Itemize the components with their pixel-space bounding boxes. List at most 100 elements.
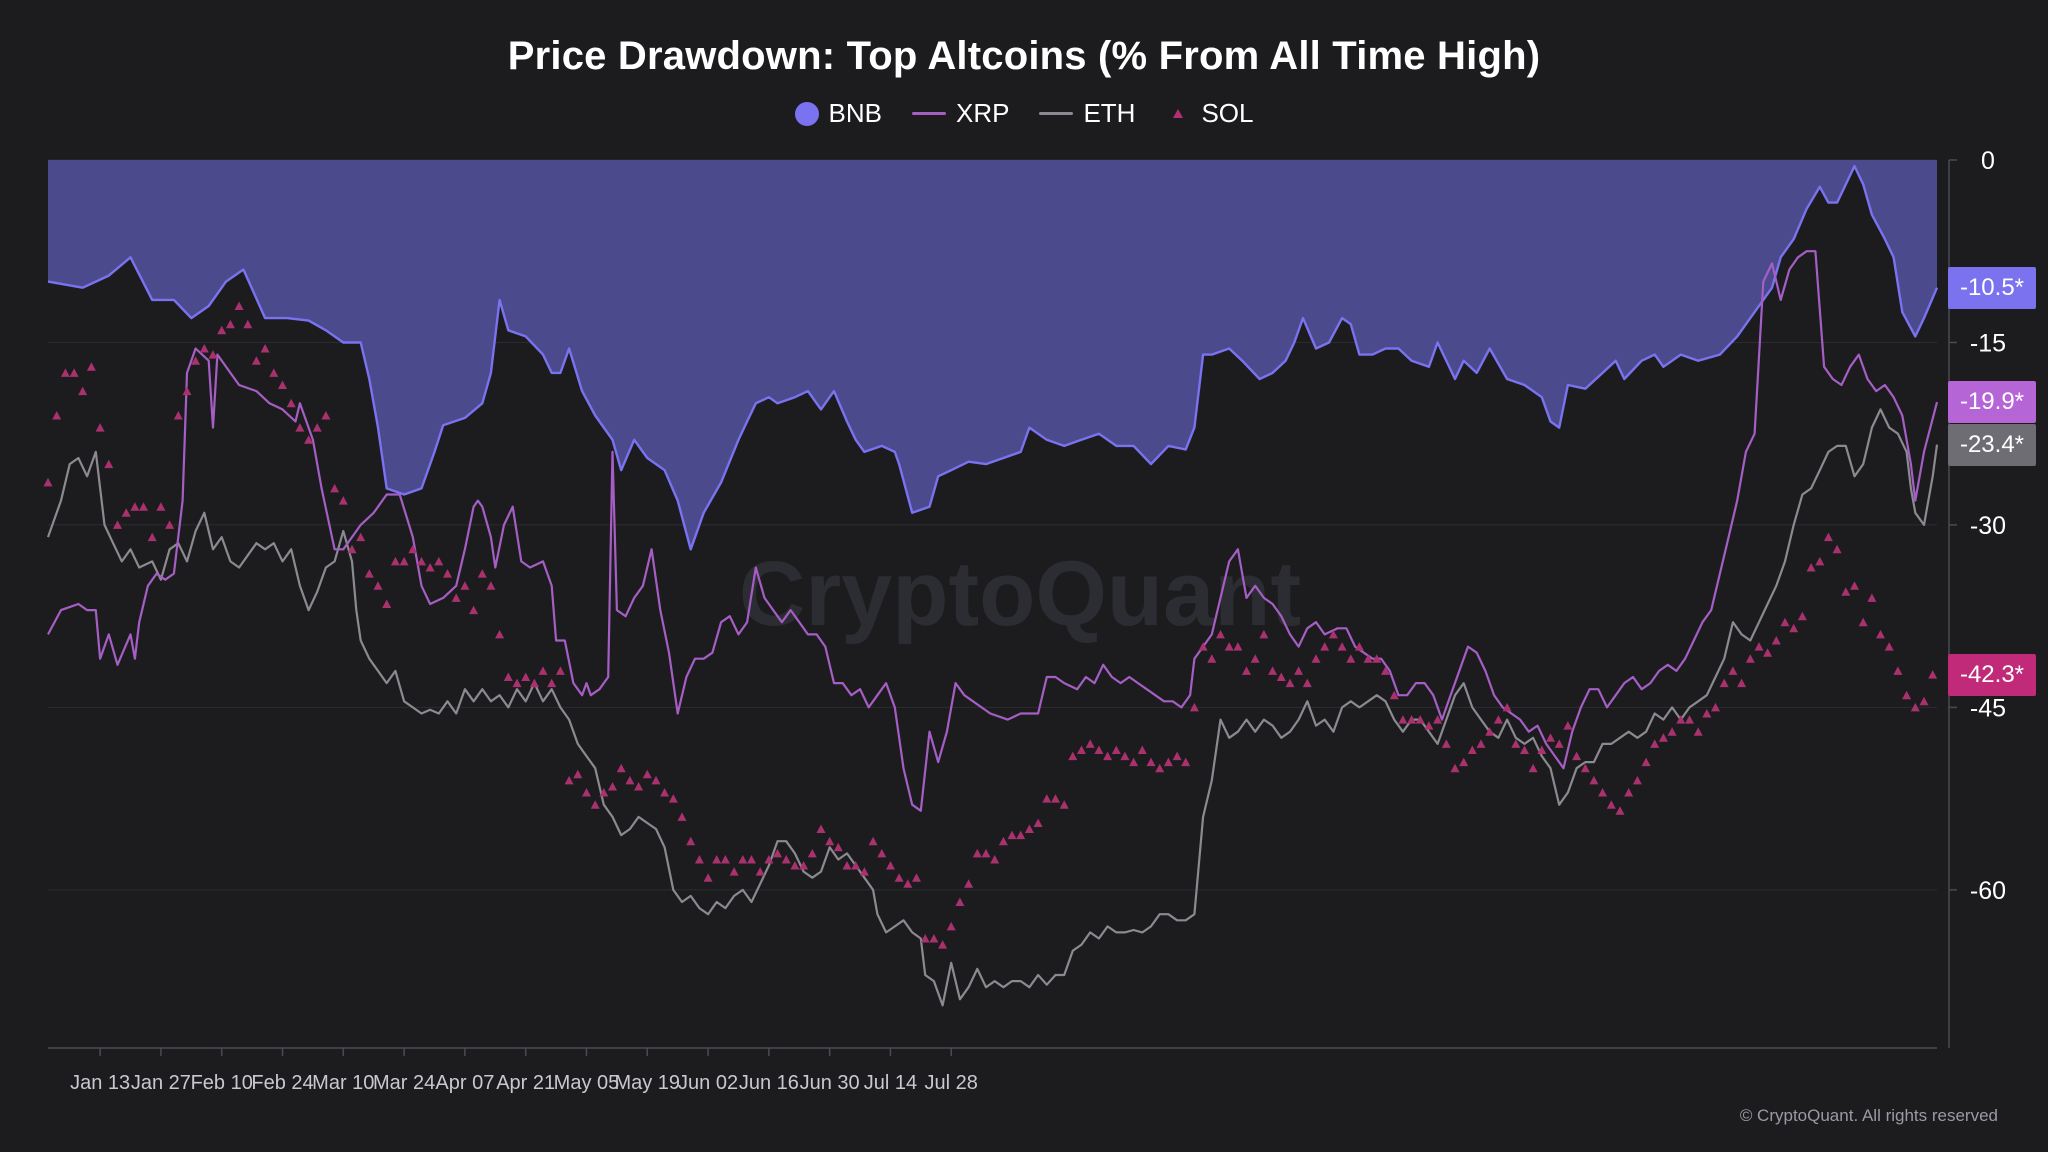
sol-point-129	[1163, 757, 1173, 767]
sol-point-72	[668, 794, 678, 803]
sol-point-41	[399, 556, 409, 566]
sol-point-174	[1554, 739, 1564, 748]
sol-point-94	[859, 867, 869, 876]
sol-point-38	[373, 581, 383, 590]
sol-point-50	[477, 569, 487, 578]
sol-point-105	[955, 897, 965, 906]
legend-sol-triangle-icon	[1173, 109, 1184, 118]
sol-point-183	[1632, 775, 1642, 785]
sol-point-14	[165, 520, 175, 529]
sol-point-205	[1823, 532, 1833, 542]
sol-point-22	[234, 301, 244, 310]
legend-xrp[interactable]: XRP	[911, 98, 1009, 129]
sol-point-192	[1711, 702, 1720, 712]
sol-point-142	[1276, 672, 1286, 681]
legend-bnb[interactable]: BNB	[794, 98, 882, 129]
sol-point-21	[225, 319, 235, 329]
sol-point-175	[1563, 721, 1573, 730]
sol-point-86	[790, 861, 800, 870]
sol-point-40	[390, 556, 400, 566]
x-tick-label-2: Feb 10	[191, 1072, 253, 1094]
sol-point-67	[625, 775, 635, 785]
sol-point-80	[738, 855, 748, 864]
sol-point-58	[547, 678, 557, 688]
sol-point-98	[894, 873, 904, 882]
sol-point-20	[217, 325, 227, 335]
sol-point-161	[1441, 739, 1451, 748]
sol-point-198	[1763, 648, 1773, 657]
x-tick-label-6: Apr 07	[435, 1072, 494, 1094]
sol-point-167	[1493, 715, 1503, 724]
sol-point-26	[269, 368, 279, 377]
sol-point-81	[747, 855, 756, 864]
sol-point-157	[1407, 715, 1417, 724]
sol-point-143	[1285, 678, 1295, 688]
sol-last-value-badge: -42.3*	[1948, 653, 2036, 696]
sol-point-93	[851, 861, 861, 870]
sol-point-188	[1676, 715, 1686, 724]
chart-title: Price Drawdown: Top Altcoins (% From All…	[507, 34, 1541, 78]
bnb-last-value-badge: -10.5*	[1948, 266, 2036, 309]
sol-point-36	[356, 532, 366, 542]
sol-point-107	[972, 848, 982, 858]
y-tick-label-3: -45	[1970, 694, 2006, 722]
xrp-last-value-badge: -19.9*	[1948, 381, 2036, 424]
sol-point-62	[582, 788, 591, 797]
sol-point-207	[1841, 587, 1851, 596]
legend-sol[interactable]: SOL	[1165, 98, 1253, 129]
sol-point-136	[1224, 642, 1234, 651]
x-tick-label-5: Mar 24	[373, 1072, 435, 1094]
sol-point-119	[1077, 745, 1086, 754]
y-tick-label-0: 0	[1981, 147, 1995, 175]
sol-point-190	[1693, 727, 1703, 736]
sol-point-144	[1294, 666, 1304, 675]
sol-point-118	[1068, 751, 1078, 761]
sol-point-154	[1381, 666, 1390, 675]
sol-point-160	[1433, 715, 1443, 724]
sol-point-30	[304, 435, 314, 444]
sol-point-214	[1902, 690, 1912, 700]
sol-point-8	[113, 520, 122, 529]
legend-eth[interactable]: ETH	[1039, 98, 1135, 129]
sol-point-181	[1615, 806, 1625, 815]
sol-point-152	[1363, 654, 1373, 663]
sol-point-123	[1111, 745, 1121, 754]
sol-point-117	[1059, 800, 1069, 809]
series-sol	[43, 301, 1938, 949]
sol-point-110	[998, 836, 1008, 846]
sol-point-171	[1528, 763, 1538, 773]
sol-point-151	[1354, 642, 1364, 651]
sol-point-139	[1250, 654, 1260, 663]
sol-point-173	[1546, 733, 1555, 742]
series-eth	[46, 408, 1939, 1007]
sol-point-184	[1641, 757, 1651, 767]
x-tick-label-13: Jul 14	[864, 1072, 917, 1094]
sol-point-200	[1780, 617, 1790, 627]
eth-last-value-badge: -23.4*	[1948, 423, 2036, 466]
sol-point-56	[529, 678, 539, 688]
sol-point-104	[946, 921, 956, 931]
sol-point-165	[1476, 739, 1486, 748]
sol-point-132	[1189, 702, 1199, 712]
sol-point-83	[764, 855, 774, 864]
sol-point-95	[868, 836, 878, 846]
sol-point-122	[1103, 751, 1113, 761]
sol-point-92	[842, 861, 852, 870]
sol-point-77	[712, 855, 722, 864]
sol-point-212	[1884, 642, 1894, 651]
sol-point-69	[642, 769, 652, 779]
x-tick-label-14: Jul 28	[925, 1072, 978, 1094]
sol-point-64	[599, 788, 609, 797]
sol-point-27	[278, 380, 287, 389]
sol-point-91	[833, 842, 843, 852]
sol-point-25	[260, 344, 270, 353]
sol-point-187	[1667, 727, 1677, 736]
sol-point-60	[564, 775, 574, 785]
sol-point-114	[1033, 818, 1043, 827]
sol-point-109	[990, 855, 1000, 864]
sol-point-162	[1450, 763, 1460, 773]
sol-point-150	[1346, 654, 1356, 663]
sol-point-70	[651, 775, 661, 785]
